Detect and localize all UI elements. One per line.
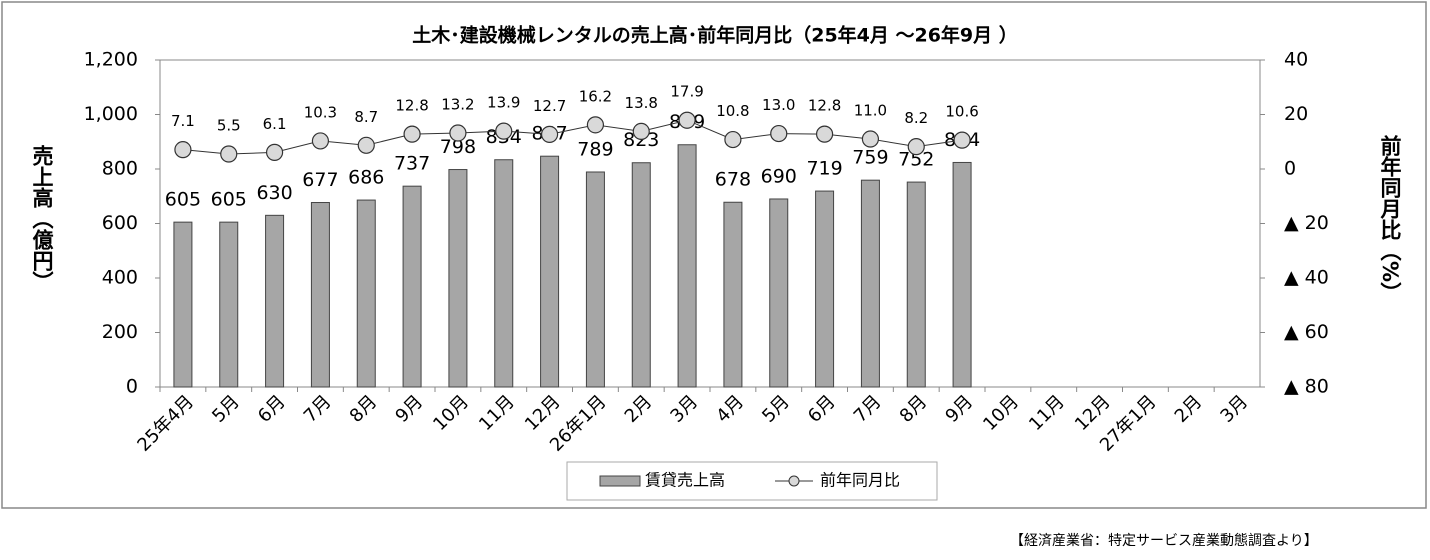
bar-value-label: 630	[256, 182, 292, 204]
line-value-label: 17.9	[670, 83, 703, 101]
bar	[815, 190, 835, 388]
line-marker	[724, 130, 742, 149]
bar-value-label: 789	[577, 138, 613, 160]
line-marker	[907, 138, 925, 156]
line-marker	[953, 131, 971, 149]
legend-swatch	[599, 475, 641, 487]
bar	[769, 198, 789, 388]
line-marker	[815, 125, 834, 143]
bar	[448, 169, 468, 388]
line-marker	[770, 124, 788, 143]
line-value-label: 5.5	[217, 117, 241, 135]
y2-tick-label: 20	[1284, 103, 1308, 125]
line-marker	[403, 125, 421, 143]
line-marker	[265, 143, 284, 161]
line-marker	[586, 116, 605, 134]
bar-value-label: 759	[852, 147, 888, 169]
y2-tick-label: ▲ 60	[1284, 321, 1329, 343]
line-value-label: 13.0	[762, 96, 795, 114]
bar	[402, 185, 422, 388]
y2-tick-label: 0	[1284, 158, 1296, 180]
bar	[906, 181, 926, 388]
y-axis-title: 売上高（億円）	[30, 145, 54, 292]
bar	[310, 202, 330, 388]
bar	[860, 179, 880, 388]
line-value-label: 12.8	[808, 97, 841, 115]
line-marker	[174, 141, 192, 159]
legend-label: 前年同月比	[820, 471, 900, 490]
legend-marker	[788, 475, 800, 487]
line-value-label: 13.9	[487, 94, 520, 112]
bar	[265, 214, 285, 388]
source-note: 【経済産業省：特定サービス産業動態調査より】	[1010, 533, 1318, 549]
y-tick-label: 200	[102, 321, 138, 343]
bar-value-label: 798	[440, 136, 476, 158]
bar	[173, 221, 193, 388]
line-value-label: 7.1	[171, 112, 195, 130]
y-tick-label: 1,200	[84, 49, 138, 71]
y-tick-label: 400	[102, 267, 138, 289]
line-marker	[861, 130, 880, 148]
line-marker	[220, 145, 238, 163]
bar	[540, 155, 560, 388]
line-value-label: 8.2	[904, 109, 928, 127]
y2-tick-label: 40	[1284, 49, 1308, 71]
bar	[723, 201, 743, 388]
bar-value-label: 605	[211, 189, 247, 211]
chart-frame	[1, 1, 1427, 509]
line-value-label: 10.3	[304, 103, 337, 121]
bar-value-label: 686	[348, 167, 384, 189]
bar	[219, 221, 239, 388]
line-marker	[540, 125, 559, 143]
line-marker	[495, 122, 513, 140]
bar-value-label: 752	[898, 149, 934, 171]
line-value-label: 6.1	[263, 115, 287, 133]
line-value-label: 8.7	[354, 108, 378, 126]
bar	[494, 159, 514, 388]
bar-value-label: 719	[806, 158, 842, 180]
y2-tick-label: ▲ 40	[1284, 267, 1329, 289]
bar-value-label: 690	[761, 165, 797, 187]
line-marker	[311, 132, 330, 150]
y-tick-label: 1,000	[84, 103, 138, 125]
chart-title: 土木･建設機械レンタルの売上高･前年同月比（25年4月 ～26年9月 ）	[412, 24, 1018, 47]
bar-value-label: 678	[715, 169, 751, 191]
line-value-label: 10.6	[945, 103, 978, 121]
line-value-label: 13.2	[441, 96, 474, 114]
line-value-label: 11.0	[854, 102, 887, 120]
line-marker	[357, 136, 375, 154]
line-value-label: 16.2	[579, 87, 612, 105]
bar	[585, 171, 605, 388]
y-tick-label: 800	[102, 158, 138, 180]
bar	[952, 161, 972, 388]
legend-label: 賃貸売上高	[645, 471, 725, 490]
y2-axis-title: 前年同月比（%）	[1378, 134, 1403, 303]
line-marker	[449, 124, 467, 142]
line-marker	[632, 122, 650, 140]
line-value-label: 12.7	[533, 97, 566, 115]
line-marker	[678, 111, 696, 129]
line-value-label: 12.8	[395, 97, 428, 115]
y-tick-label: 600	[102, 212, 138, 234]
line-value-label: 10.8	[716, 102, 749, 120]
bar-value-label: 737	[394, 153, 430, 175]
y2-tick-label: ▲ 80	[1284, 376, 1329, 398]
y-tick-label: 0	[126, 376, 138, 398]
line-value-label: 13.8	[625, 94, 658, 112]
bar	[677, 144, 697, 388]
bar	[631, 162, 651, 388]
y2-tick-label: ▲ 20	[1284, 212, 1329, 234]
bar-value-label: 605	[165, 189, 201, 211]
bar-value-label: 823	[623, 129, 659, 151]
bar	[356, 199, 376, 388]
bar-value-label: 677	[302, 169, 338, 191]
